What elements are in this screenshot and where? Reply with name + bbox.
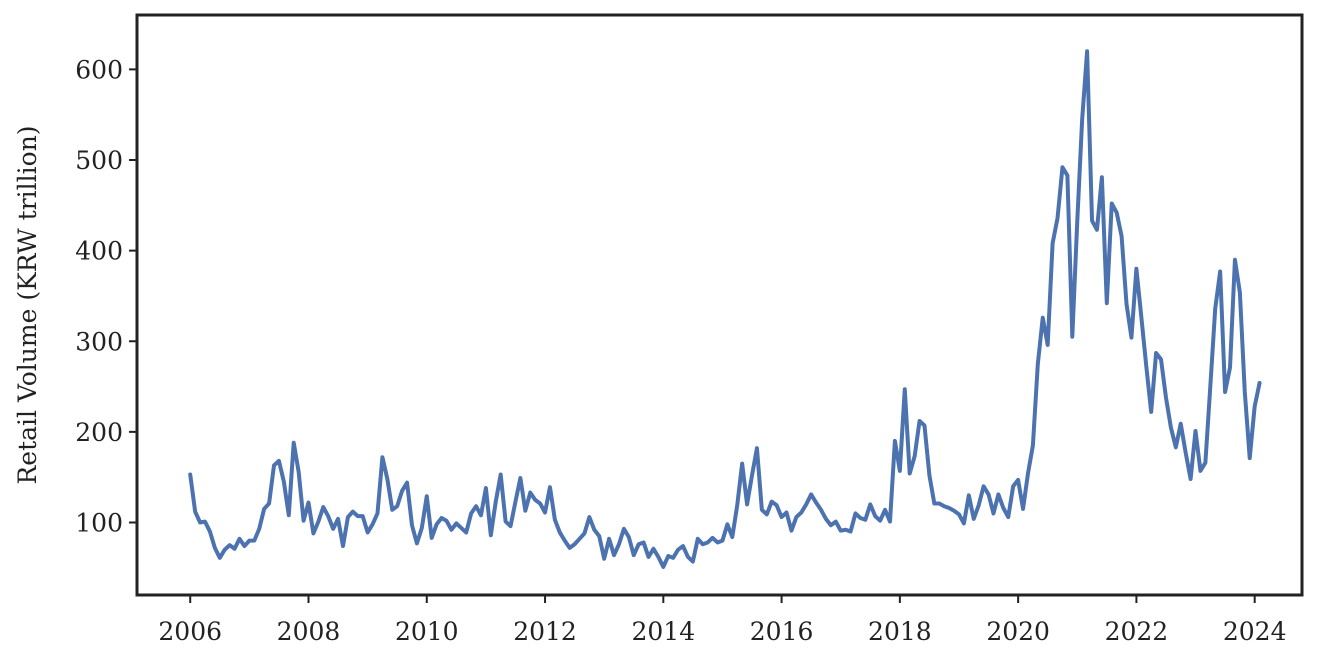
x-tick-label: 2020	[986, 617, 1050, 646]
x-tick-label: 2014	[632, 617, 696, 646]
x-axis-ticks: 2006 2008 2010 2012 2014 2016 2018 2020 2022 2024	[158, 595, 1287, 646]
plot-area-frame	[135, 13, 1304, 597]
y-tick-label: 100	[75, 509, 123, 538]
x-tick-label: 2024	[1223, 617, 1287, 646]
y-tick-label: 500	[75, 146, 123, 175]
x-tick-label: 2008	[277, 617, 341, 646]
y-axis-title: Retail Volume (KRW trillion)	[13, 125, 42, 484]
x-tick-label: 2006	[158, 617, 222, 646]
x-tick-label: 2012	[513, 617, 577, 646]
y-axis-ticks: 100 200 300 400 500 600	[75, 55, 137, 538]
x-tick-label: 2016	[750, 617, 814, 646]
y-tick-label: 400	[75, 237, 123, 266]
x-tick-label: 2010	[395, 617, 459, 646]
x-tick-label: 2018	[868, 617, 932, 646]
x-tick-label: 2022	[1105, 617, 1169, 646]
y-tick-label: 300	[75, 327, 123, 356]
y-tick-label: 600	[75, 55, 123, 84]
y-tick-label: 200	[75, 418, 123, 447]
series-line	[188, 49, 1262, 569]
